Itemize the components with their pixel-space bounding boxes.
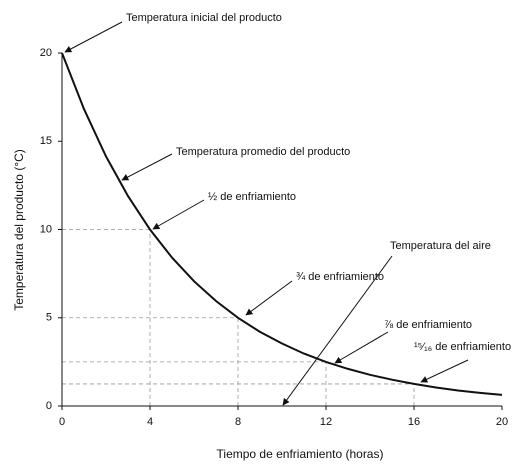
x-tick-label: 4: [147, 416, 153, 428]
annotation: ¾ de enfriamiento: [296, 271, 384, 283]
annotation: Temperatura inicial del producto: [126, 12, 282, 24]
y-tick-label: 20: [40, 47, 52, 59]
annotation: ¹⁵⁄₁₆ de enfriamiento: [414, 341, 511, 353]
annotation: Temperatura promedio del producto: [176, 146, 350, 158]
curve: [61, 52, 503, 396]
annotation: ½ de enfriamiento: [208, 191, 296, 203]
x-axis-label: Tiempo de enfriamiento (horas): [217, 447, 384, 461]
x-tick-label: 0: [59, 416, 65, 428]
y-axis-label: Temperatura del producto (°C): [12, 149, 26, 311]
annotation: ⅞ de enfriamiento: [384, 319, 472, 331]
annotation-arrow: [282, 255, 393, 406]
x-tick-label: 20: [496, 416, 508, 428]
y-tick-label: 5: [46, 312, 52, 324]
y-tick-label: 0: [46, 400, 52, 412]
y-tick-label: 10: [40, 223, 52, 235]
annotation-arrow: [152, 199, 205, 230]
annotation-arrow: [245, 280, 293, 316]
y-tick-label: 15: [40, 135, 52, 147]
annotation-arrow: [64, 21, 123, 53]
annotation: Temperatura del aire: [390, 240, 491, 252]
annotation-arrow: [121, 153, 173, 181]
x-tick-label: 8: [235, 416, 241, 428]
x-tick-label: 12: [320, 416, 332, 428]
annotation-arrow: [420, 359, 469, 383]
x-tick-label: 16: [408, 416, 420, 428]
annotation-arrow: [334, 331, 389, 364]
